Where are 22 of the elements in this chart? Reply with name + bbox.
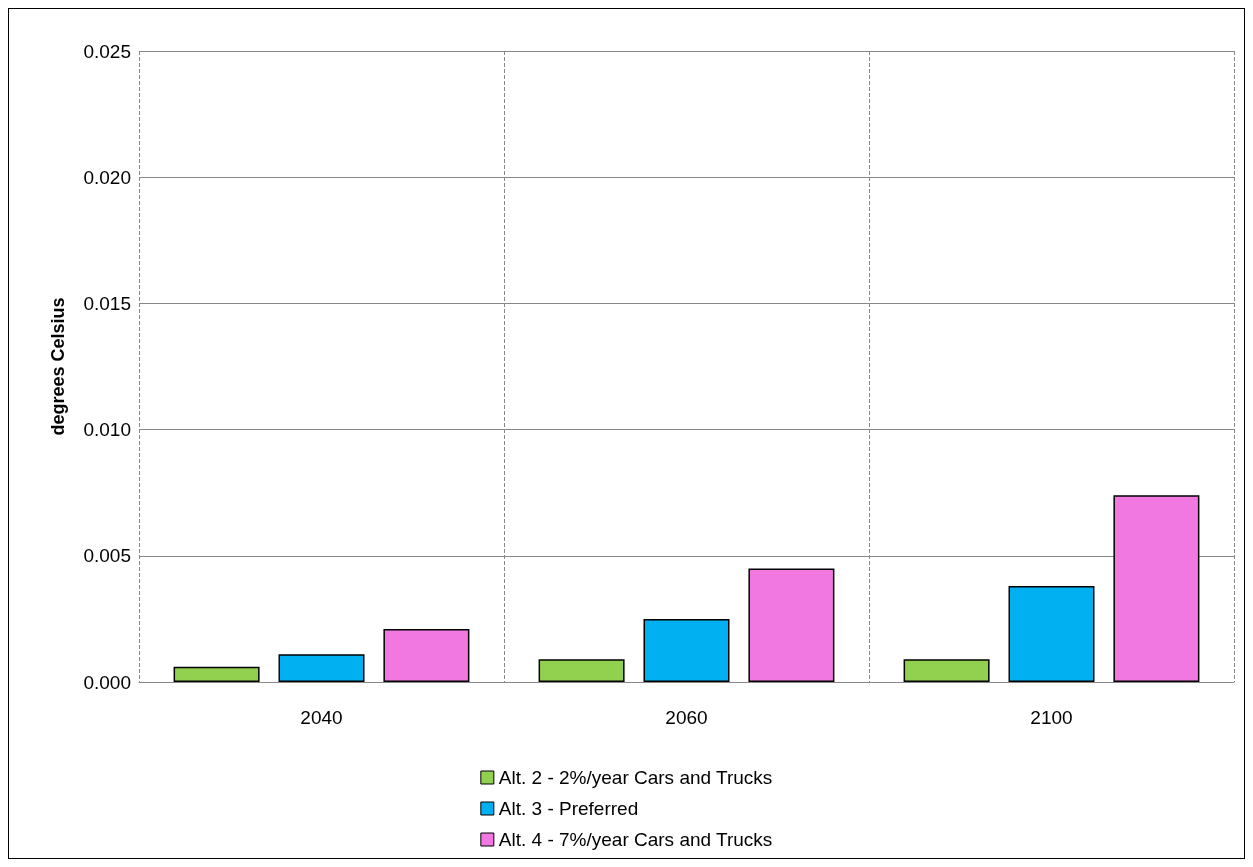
y-tick-label: 0.010 [83,419,131,441]
x-tick-label: 2060 [665,707,708,728]
y-tick-label: 0.000 [83,671,131,693]
bar [903,659,990,682]
bar [383,629,470,682]
y-tick-label: 0.020 [83,166,131,188]
bar [538,659,625,682]
y-tick-label: 0.005 [83,545,131,567]
legend-label: Alt. 4 - 7%/year Cars and Trucks [498,829,773,850]
y-axis-title: degrees Celsius [48,297,68,436]
bar [748,568,835,682]
bar [278,654,365,682]
x-tick-label: 2100 [1030,707,1073,728]
bar [173,666,260,682]
bar [643,618,730,682]
y-tick-label: 0.015 [83,292,131,314]
bar [1113,495,1200,682]
legend-label: Alt. 2 - 2%/year Cars and Trucks [498,767,773,788]
bar [1008,586,1095,682]
x-tick-label: 2040 [300,707,343,728]
y-tick-label: 0.025 [83,40,131,62]
legend-label: Alt. 3 - Preferred [498,798,639,819]
